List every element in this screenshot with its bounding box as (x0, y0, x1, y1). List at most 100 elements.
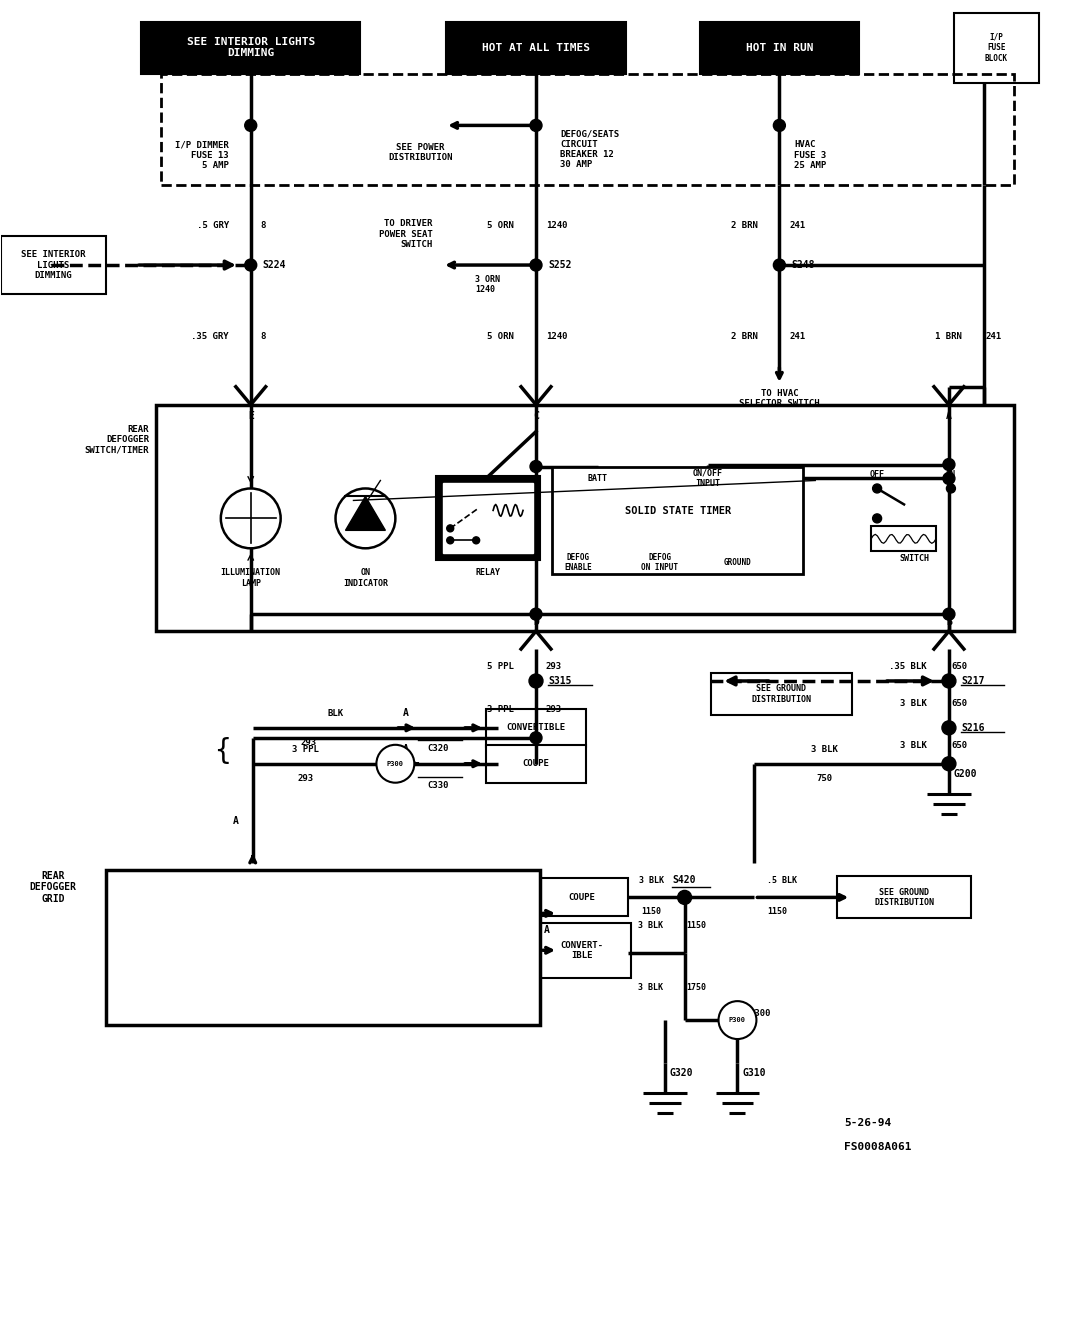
Bar (837, 876, 971, 918)
Text: 2 BRN: 2 BRN (730, 220, 758, 230)
Circle shape (244, 259, 256, 271)
Text: .35 BLK: .35 BLK (890, 661, 927, 671)
Text: 241: 241 (789, 220, 805, 230)
Text: ILLUMINATION
LAMP: ILLUMINATION LAMP (221, 568, 281, 588)
Text: 1150: 1150 (768, 907, 788, 916)
Polygon shape (345, 497, 386, 530)
Circle shape (528, 673, 544, 688)
Bar (872, 526, 936, 552)
Bar (486, 744, 586, 783)
Circle shape (530, 608, 542, 620)
Text: COUPE: COUPE (522, 759, 550, 768)
Bar (142, 21, 360, 73)
Text: ON/OFF
INPUT: ON/OFF INPUT (693, 469, 723, 488)
Bar (536, 879, 628, 916)
Text: 5 PPL: 5 PPL (487, 661, 515, 671)
Text: 650: 650 (951, 700, 967, 708)
Circle shape (447, 537, 453, 544)
Text: GROUND: GROUND (724, 557, 751, 566)
Circle shape (873, 514, 881, 522)
Text: SEE INTERIOR LIGHTS
DIMMING: SEE INTERIOR LIGHTS DIMMING (187, 37, 315, 59)
Text: 1 BRN: 1 BRN (935, 333, 962, 342)
Text: 5 ORN: 5 ORN (487, 333, 515, 342)
Text: SWITCH: SWITCH (899, 554, 929, 562)
Text: 3 ORN: 3 ORN (475, 275, 501, 285)
Circle shape (221, 489, 281, 548)
Text: 650: 650 (951, 661, 967, 671)
Text: .5 GRY: .5 GRY (196, 220, 228, 230)
Circle shape (678, 890, 691, 904)
Text: REAR
DEFOGGER
GRID: REAR DEFOGGER GRID (30, 871, 77, 904)
Bar (436, 477, 540, 560)
Text: 3 PPL: 3 PPL (293, 744, 319, 754)
Text: S420: S420 (673, 875, 697, 886)
Text: DEFOG
ENABLE: DEFOG ENABLE (564, 553, 592, 572)
Bar (954, 13, 1039, 83)
Bar (486, 709, 586, 747)
Text: A: A (402, 744, 408, 754)
Text: 3 BLK: 3 BLK (900, 741, 927, 751)
Circle shape (530, 259, 542, 271)
Text: TO HVAC
SELECTOR SWITCH: TO HVAC SELECTOR SWITCH (739, 389, 820, 407)
Bar (443, 484, 533, 553)
Text: C330: C330 (428, 780, 449, 790)
Text: SEE GROUND
DISTRIBUTION: SEE GROUND DISTRIBUTION (751, 684, 812, 704)
Text: 241: 241 (789, 333, 805, 342)
Circle shape (773, 259, 786, 271)
Text: S252: S252 (548, 261, 571, 270)
Circle shape (942, 673, 956, 688)
Text: 1750: 1750 (686, 983, 706, 991)
Text: 8: 8 (260, 220, 266, 230)
Text: 5-26-94: 5-26-94 (844, 1118, 892, 1128)
Text: SEE INTERIOR
LIGHTS
DIMMING: SEE INTERIOR LIGHTS DIMMING (21, 250, 86, 281)
Text: 3 BLK: 3 BLK (900, 700, 927, 708)
Text: I/P DIMMER
FUSE 13
5 AMP: I/P DIMMER FUSE 13 5 AMP (175, 140, 228, 170)
Text: 750: 750 (816, 774, 832, 783)
Text: S315: S315 (548, 676, 571, 685)
Text: ON
INDICATOR: ON INDICATOR (343, 568, 388, 588)
Bar (700, 21, 859, 73)
Text: ON: ON (946, 470, 956, 480)
Text: DEFOG
ON INPUT: DEFOG ON INPUT (641, 553, 679, 572)
Text: BLK: BLK (327, 709, 344, 717)
Text: 293: 293 (300, 737, 316, 747)
Text: A: A (545, 926, 550, 935)
Bar (161, 73, 1014, 186)
Bar (157, 405, 1014, 631)
Circle shape (943, 458, 955, 470)
Text: 8: 8 (260, 333, 266, 342)
Circle shape (336, 489, 396, 548)
Text: S216: S216 (961, 723, 984, 733)
Circle shape (943, 608, 955, 620)
Text: 293: 293 (298, 774, 314, 783)
Text: 1150: 1150 (642, 907, 661, 916)
Text: 650: 650 (951, 741, 967, 751)
Text: G320: G320 (670, 1067, 694, 1078)
Text: 241: 241 (986, 333, 1002, 342)
Text: 3 PPL: 3 PPL (487, 705, 515, 715)
Text: 5 ORN: 5 ORN (487, 220, 515, 230)
Text: HVAC
FUSE 3
25 AMP: HVAC FUSE 3 25 AMP (794, 140, 827, 170)
Text: HOT AT ALL TIMES: HOT AT ALL TIMES (482, 43, 590, 52)
Text: .35 GRY: .35 GRY (191, 333, 228, 342)
Circle shape (947, 484, 955, 493)
Bar (711, 673, 852, 715)
Text: SOLID STATE TIMER: SOLID STATE TIMER (625, 506, 731, 517)
Bar (106, 871, 540, 1025)
Circle shape (942, 756, 956, 771)
Text: 3 BLK: 3 BLK (638, 983, 662, 991)
Circle shape (943, 473, 955, 485)
Text: RELAY: RELAY (476, 568, 501, 577)
Text: 3 BLK: 3 BLK (810, 744, 837, 754)
Bar (533, 923, 630, 978)
Circle shape (530, 119, 542, 131)
Text: B: B (946, 617, 952, 627)
Text: S224: S224 (263, 261, 286, 270)
Bar (552, 466, 803, 574)
Text: CONVERT-
IBLE: CONVERT- IBLE (561, 941, 604, 961)
Text: HOT IN RUN: HOT IN RUN (746, 43, 814, 52)
Text: A: A (233, 815, 239, 826)
Text: COUPE: COUPE (568, 892, 595, 902)
Text: SEE GROUND
DISTRIBUTION: SEE GROUND DISTRIBUTION (874, 887, 934, 907)
Circle shape (873, 484, 881, 493)
